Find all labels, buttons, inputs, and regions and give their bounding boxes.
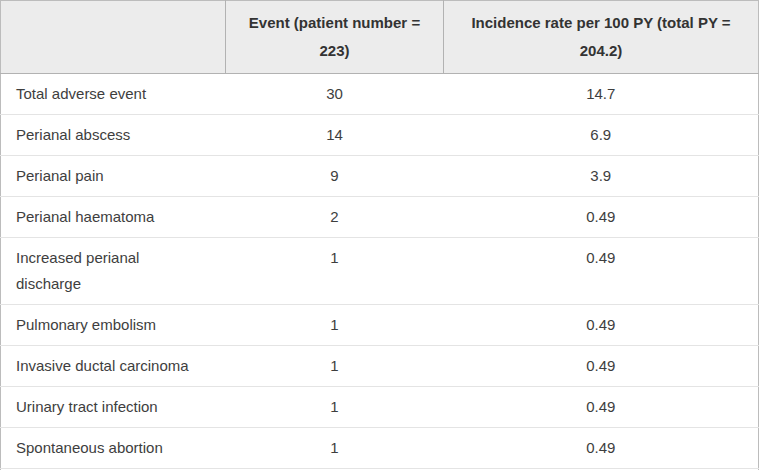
event-name-cell: Invasive ductal carcinoma bbox=[1, 346, 226, 387]
incidence-rate-cell: 3.9 bbox=[444, 156, 759, 197]
incidence-rate-cell: 14.7 bbox=[444, 74, 759, 115]
event-count-cell: 2 bbox=[226, 197, 444, 238]
event-count-cell: 30 bbox=[226, 74, 444, 115]
adverse-events-table: Event (patient number = 223) Incidence r… bbox=[0, 0, 759, 470]
event-name-cell: Pulmonary embolism bbox=[1, 305, 226, 346]
page: Event (patient number = 223) Incidence r… bbox=[0, 0, 760, 470]
event-name-cell: Perianal pain bbox=[1, 156, 226, 197]
table-row: Increased perianal discharge 1 0.49 bbox=[1, 238, 759, 305]
event-name-cell: Increased perianal discharge bbox=[1, 238, 226, 305]
incidence-rate-cell: 0.49 bbox=[444, 346, 759, 387]
table-row: Total adverse event 30 14.7 bbox=[1, 74, 759, 115]
incidence-rate-cell: 6.9 bbox=[444, 115, 759, 156]
event-count-cell: 1 bbox=[226, 387, 444, 428]
table-row: Invasive ductal carcinoma 1 0.49 bbox=[1, 346, 759, 387]
column-header-empty bbox=[1, 1, 226, 74]
event-name-cell: Perianal abscess bbox=[1, 115, 226, 156]
incidence-rate-cell: 0.49 bbox=[444, 428, 759, 469]
header-row: Event (patient number = 223) Incidence r… bbox=[1, 1, 759, 74]
event-count-cell: 1 bbox=[226, 428, 444, 469]
table-row: Urinary tract infection 1 0.49 bbox=[1, 387, 759, 428]
incidence-rate-cell: 0.49 bbox=[444, 387, 759, 428]
event-name-cell: Urinary tract infection bbox=[1, 387, 226, 428]
event-count-cell: 1 bbox=[226, 346, 444, 387]
table-row: Perianal haematoma 2 0.49 bbox=[1, 197, 759, 238]
event-name-cell: Spontaneous abortion bbox=[1, 428, 226, 469]
incidence-rate-cell: 0.49 bbox=[444, 305, 759, 346]
table-row: Perianal abscess 14 6.9 bbox=[1, 115, 759, 156]
event-count-cell: 1 bbox=[226, 238, 444, 305]
event-name-cell: Total adverse event bbox=[1, 74, 226, 115]
table-row: Spontaneous abortion 1 0.49 bbox=[1, 428, 759, 469]
event-count-cell: 1 bbox=[226, 305, 444, 346]
incidence-rate-cell: 0.49 bbox=[444, 238, 759, 305]
incidence-rate-cell: 0.49 bbox=[444, 197, 759, 238]
table-row: Pulmonary embolism 1 0.49 bbox=[1, 305, 759, 346]
event-count-cell: 14 bbox=[226, 115, 444, 156]
table-row: Perianal pain 9 3.9 bbox=[1, 156, 759, 197]
event-count-cell: 9 bbox=[226, 156, 444, 197]
column-header-incidence-rate: Incidence rate per 100 PY (total PY = 20… bbox=[444, 1, 759, 74]
event-name-cell: Perianal haematoma bbox=[1, 197, 226, 238]
column-header-event-count: Event (patient number = 223) bbox=[226, 1, 444, 74]
